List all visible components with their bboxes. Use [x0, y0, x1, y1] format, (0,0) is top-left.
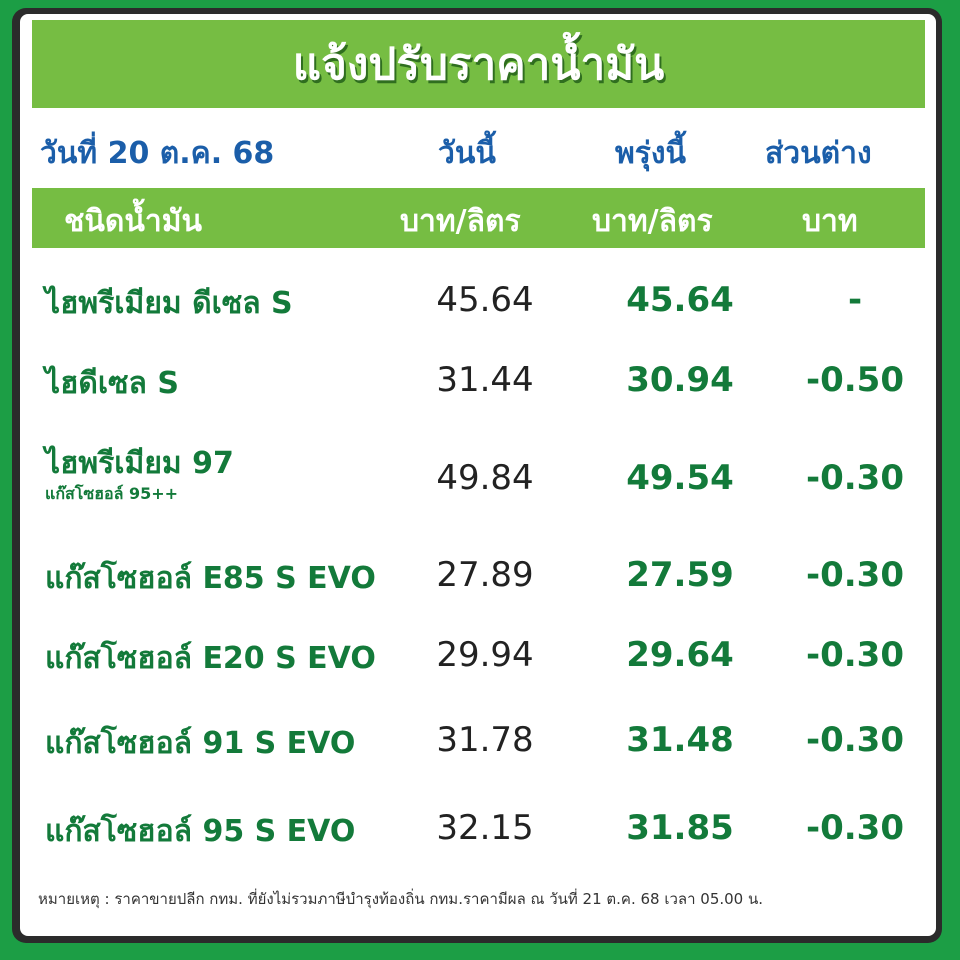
header-today-unit: บาท/ลิตร [400, 204, 521, 239]
price-tomorrow: 31.85 [626, 808, 734, 848]
footnote: หมายเหตุ : ราคาขายปลีก กทม. ที่ยังไม่รวม… [38, 890, 764, 908]
price-today: 31.78 [436, 720, 534, 760]
price-diff: -0.50 [806, 360, 904, 400]
price-today: 27.89 [436, 555, 534, 595]
price-diff: -0.30 [806, 720, 904, 760]
fuel-subname: แก๊สโซฮอล์ 95++ [45, 484, 179, 503]
price-tomorrow: 31.48 [626, 720, 734, 760]
col-diff: ส่วนต่าง [765, 136, 872, 171]
header-type: ชนิดน้ำมัน [64, 204, 202, 239]
table-header: ชนิดน้ำมัน บาท/ลิตร บาท/ลิตร บาท [32, 188, 925, 248]
fuel-name: ไฮพรีเมียม 97 [45, 446, 234, 481]
card [20, 14, 936, 936]
fuel-name: ไฮดีเซล S [45, 366, 179, 401]
fuel-name: แก๊สโซฮอล์ 91 S EVO [45, 726, 356, 761]
price-tomorrow: 30.94 [626, 360, 734, 400]
col-today: วันนี้ [438, 136, 496, 171]
fuel-name: แก๊สโซฮอล์ 95 S EVO [45, 814, 356, 849]
price-today: 45.64 [436, 280, 534, 320]
title-bar: แจ้งปรับราคาน้ำมัน [32, 20, 925, 108]
price-diff: -0.30 [806, 808, 904, 848]
page-title: แจ้งปรับราคาน้ำมัน [292, 39, 665, 90]
price-diff: -0.30 [806, 458, 904, 498]
price-today: 32.15 [436, 808, 534, 848]
fuel-name: แก๊สโซฮอล์ E85 S EVO [45, 561, 376, 596]
price-tomorrow: 45.64 [626, 280, 734, 320]
date-label: วันที่ 20 ต.ค. 68 [40, 136, 275, 171]
price-tomorrow: 29.64 [626, 635, 734, 675]
price-today: 49.84 [436, 458, 534, 498]
price-tomorrow: 49.54 [626, 458, 734, 498]
price-today: 31.44 [436, 360, 534, 400]
price-today: 29.94 [436, 635, 534, 675]
col-tomorrow: พรุ่งนี้ [615, 136, 687, 171]
price-diff: -0.30 [806, 635, 904, 675]
fuel-name: ไฮพรีเมียม ดีเซล S [45, 286, 293, 321]
header-diff-unit: บาท [802, 204, 858, 239]
header-tomorrow-unit: บาท/ลิตร [592, 204, 713, 239]
price-diff: -0.30 [806, 555, 904, 595]
price-diff: - [847, 280, 863, 320]
price-tomorrow: 27.59 [626, 555, 734, 595]
fuel-name: แก๊สโซฮอล์ E20 S EVO [45, 641, 376, 676]
